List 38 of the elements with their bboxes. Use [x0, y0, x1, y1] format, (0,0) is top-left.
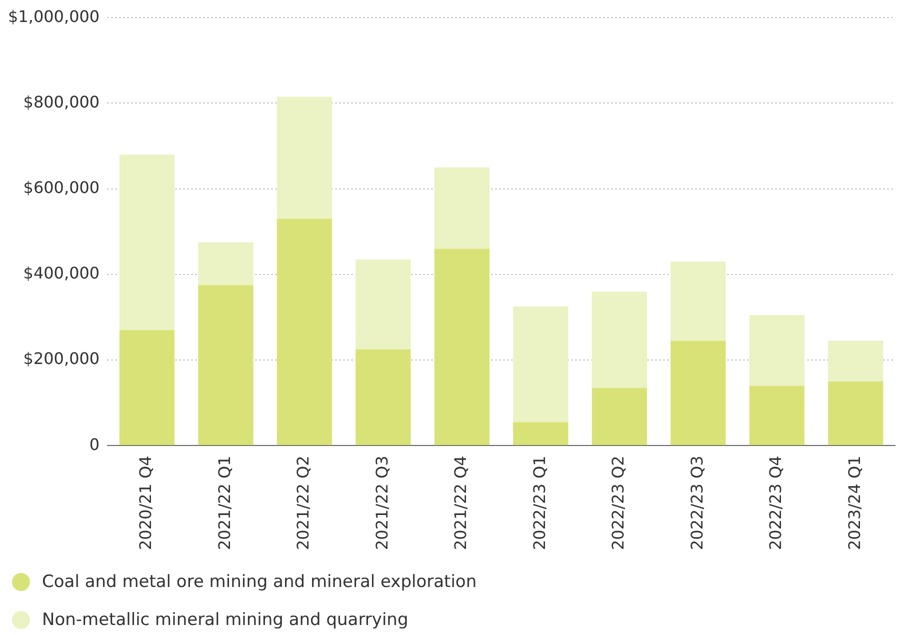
- legend-label: Non-metallic mineral mining and quarrying: [42, 610, 408, 630]
- bar: [749, 315, 804, 386]
- x-tick-label: 2021/22 Q1: [214, 456, 234, 550]
- x-tick-label: 2022/23 Q3: [687, 456, 706, 550]
- bar: [592, 292, 647, 388]
- bar: [513, 422, 568, 446]
- x-tick-label: 2021/22 Q3: [372, 456, 392, 550]
- y-tick-label: $400,000: [23, 264, 100, 283]
- x-tick-label: 2020/21 Q4: [136, 456, 156, 550]
- bar: [276, 218, 332, 446]
- legend-label: Coal and metal ore mining and mineral exploration: [42, 572, 477, 592]
- bar: [119, 154, 175, 330]
- x-tick-label: 2022/23 Q1: [530, 456, 549, 550]
- y-tick-label: $200,000: [23, 349, 100, 368]
- bar: [434, 248, 490, 446]
- bar: [356, 259, 411, 350]
- y-tick-label: $1,000,000: [8, 6, 100, 26]
- bar: [119, 330, 175, 446]
- bar: [356, 349, 411, 446]
- bar: [434, 167, 490, 249]
- bar: [670, 340, 726, 446]
- x-tick-label: 2021/22 Q4: [451, 456, 470, 550]
- bar: [276, 96, 332, 219]
- y-tick-label: 0: [89, 434, 100, 454]
- bar: [198, 242, 254, 286]
- bar: [198, 285, 254, 446]
- y-tick-label: $600,000: [23, 178, 100, 197]
- x-tick-label: 2022/23 Q4: [766, 456, 786, 550]
- y-tick-label: $800,000: [23, 92, 100, 112]
- x-tick-label: 2021/22 Q2: [294, 456, 313, 550]
- bar: [749, 386, 804, 446]
- x-tick-label: 2023/24 Q1: [844, 456, 864, 550]
- bar: [592, 388, 647, 446]
- bar: [828, 381, 884, 446]
- bar: [513, 306, 568, 422]
- bar: [828, 340, 884, 382]
- bar: [670, 262, 726, 341]
- x-tick-label: 2022/23 Q2: [608, 456, 628, 550]
